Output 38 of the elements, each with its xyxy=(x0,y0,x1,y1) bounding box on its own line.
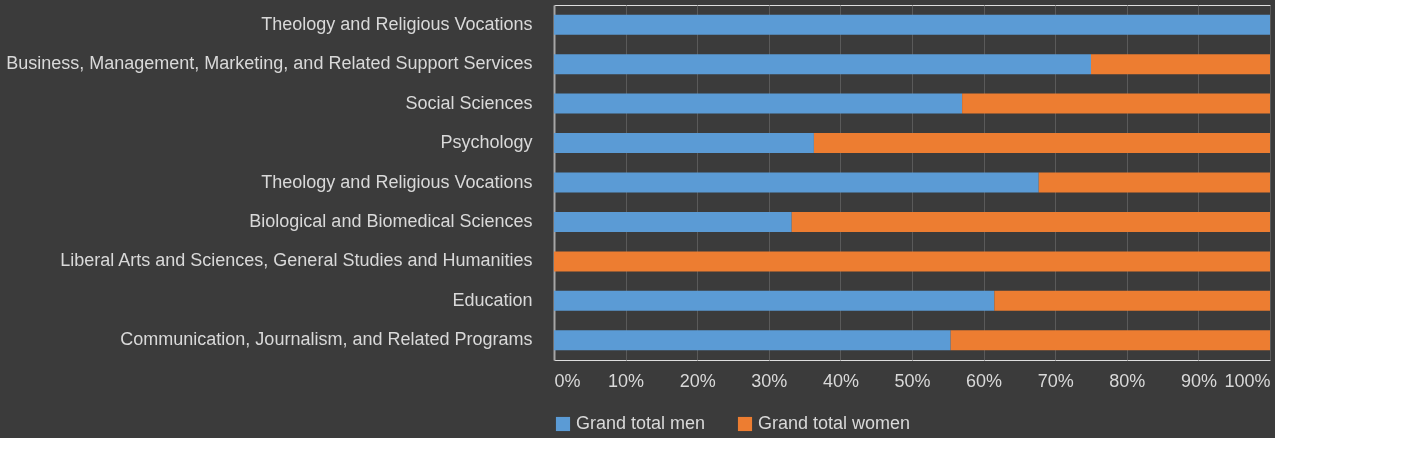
x-tick-label: 50% xyxy=(894,370,931,391)
bar xyxy=(554,211,792,232)
y-tick-label: Social Sciences xyxy=(405,92,533,113)
y-tick-label: Liberal Arts and Sciences, General Studies and Humanities xyxy=(60,250,533,271)
x-tick-label: 40% xyxy=(822,370,859,391)
x-tick-label: 20% xyxy=(679,370,716,391)
bar xyxy=(554,251,1270,272)
bar xyxy=(950,330,1270,351)
y-tick-label: Communication, Journalism, and Related Programs xyxy=(120,329,533,350)
legend-label: Grand total men xyxy=(576,413,706,433)
bar xyxy=(554,290,995,311)
y-tick-label: Education xyxy=(452,289,533,310)
bar xyxy=(994,290,1270,311)
x-tick-label: 0% xyxy=(554,370,581,391)
bar xyxy=(1038,172,1270,193)
bar xyxy=(554,330,951,351)
x-tick-label: 70% xyxy=(1037,370,1074,391)
bar xyxy=(813,133,1270,154)
y-tick-label: Biological and Biomedical Sciences xyxy=(249,210,533,231)
x-tick-label: 30% xyxy=(751,370,788,391)
bar xyxy=(554,172,1039,193)
y-tick-label: Business, Management, Marketing, and Related Support Services xyxy=(6,53,533,74)
x-tick-label: 60% xyxy=(966,370,1003,391)
bar xyxy=(554,54,1091,75)
x-tick-label: 90% xyxy=(1180,370,1217,391)
legend-label: Grand total women xyxy=(758,413,911,433)
x-tick-label: 80% xyxy=(1109,370,1146,391)
bar xyxy=(962,93,1270,114)
bar xyxy=(554,93,963,114)
x-tick-label: 100% xyxy=(1224,370,1271,391)
y-tick-label: Theology and Religious Vocations xyxy=(261,13,533,34)
x-tick-label: 10% xyxy=(608,370,645,391)
bar xyxy=(791,211,1270,232)
bar xyxy=(554,133,814,154)
y-tick-label: Psychology xyxy=(440,132,533,153)
bar xyxy=(1091,54,1270,75)
y-tick-label: Theology and Religious Vocations xyxy=(261,171,533,192)
bar xyxy=(554,14,1270,35)
